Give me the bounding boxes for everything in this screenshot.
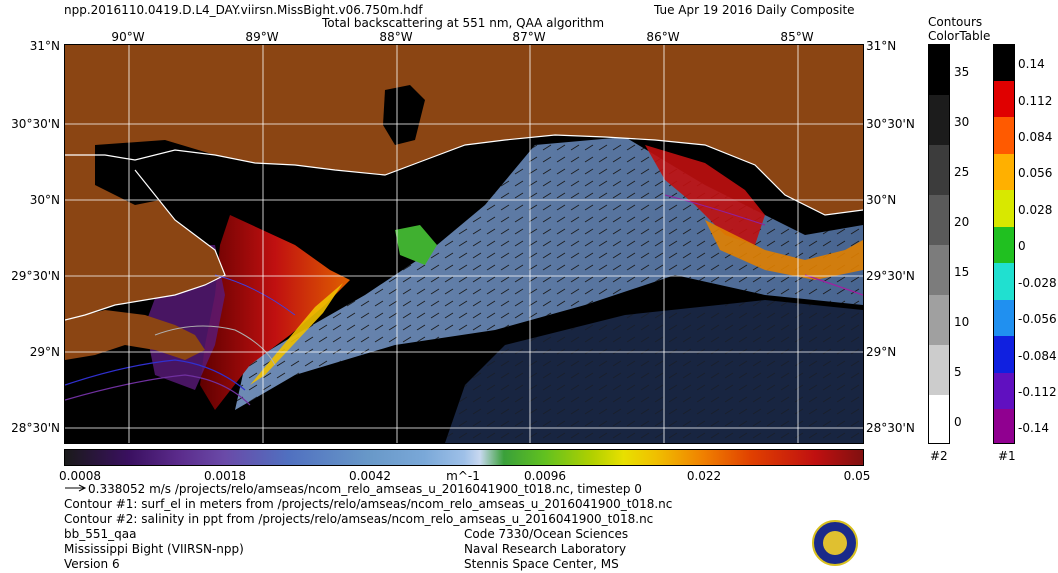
ssh-tick: 0.056 [1018,166,1053,180]
lon-label-top: 90°W [111,30,145,44]
contour-line [64,374,251,406]
lat-label-right: 30°30'N [866,117,915,131]
lat-label-right: 29°30'N [866,269,915,283]
salinity-tick: 35 [954,65,970,79]
mobile-bay-offshore-patch [395,225,437,265]
salinity-tick: 30 [954,115,970,129]
satellite-map[interactable] [64,44,864,444]
ssh-tick: 0.028 [1018,203,1053,217]
region-name: Mississippi Bight (VIIRSN-npp) [64,542,244,556]
lat-label-left: 29°30'N [11,269,60,283]
ssh-tick: -0.028 [1018,276,1057,290]
colorbar-unit: m^-1 [446,469,480,483]
ssh-tick: -0.056 [1018,312,1057,326]
ssh-tick: 0.112 [1018,94,1053,108]
ssh-tick: -0.14 [1018,421,1050,435]
lat-label-right: 30°N [866,193,897,207]
colorbar-tick: 0.0018 [204,469,246,483]
salinity-tick: 15 [954,265,970,279]
coastline [65,134,864,216]
nrl-logo [812,520,858,566]
filename-title: npp.2016110.0419.D.L4_DAY.viirsn.MissBig… [64,3,423,17]
version-text: Version 6 [64,557,120,571]
lon-label-top: 88°W [379,30,413,44]
colorbar-tick: 0.0008 [59,469,101,483]
ssh-tick: 0.084 [1018,130,1053,144]
org-line-1: Code 7330/Ocean Sciences [464,527,629,541]
salinity-tick: 10 [954,315,970,329]
coastline-louisiana [64,169,226,321]
colorbar-tick: 0.05 [843,469,871,483]
lat-label-right: 29°N [866,345,897,359]
mississippi-plume [200,215,350,410]
lon-label-top: 85°W [780,30,814,44]
lat-label-left: 28°30'N [11,421,60,435]
contour-line [64,359,246,391]
lat-label-right: 28°30'N [866,421,915,435]
mobile-bay [383,85,425,145]
coastal-high-apalachicola [705,220,863,280]
coastal-high-east [645,145,765,245]
salinity-tick: 5 [954,365,962,379]
ssh-tick: 0 [1018,239,1026,253]
contour2-text: Contour #2: salinity in ppt from /projec… [64,512,654,526]
ssh-tick: -0.084 [1018,349,1057,363]
colorbar-tick: 0.022 [686,469,722,483]
contour1-text: Contour #1: surf_el in meters from /proj… [64,497,673,511]
salinity-tick: 0 [954,415,962,429]
lon-label-top: 89°W [245,30,279,44]
date-title: Tue Apr 19 2016 Daily Composite [654,3,855,17]
contours-title: Contours [928,15,983,29]
contour-line [804,274,864,296]
contour-line [214,274,296,316]
ssh-tick: -0.112 [1018,385,1057,399]
vector-scale-arrow-icon [65,484,87,492]
ssh-colorbar [993,44,1015,444]
salinity-colorbar [928,44,950,444]
land-delta-west [65,310,205,360]
vector-scale-text: 0.338052 m/s /projects/relo/amseas/ncom_… [88,482,642,496]
lon-label-top: 86°W [646,30,680,44]
lon-label-top: 87°W [512,30,546,44]
lat-label-left: 31°N [29,39,60,53]
colorbar-tick: 0.0042 [349,469,391,483]
plume-edge-high [250,283,343,385]
product-code: bb_551_qaa [64,527,137,541]
lake-pontchartrain [95,140,215,205]
lat-label-left: 30°30'N [11,117,60,131]
offshore-vectors [445,300,863,443]
colortable-title: ColorTable [928,29,991,43]
ssh-tick: 0.14 [1018,57,1045,71]
graticule [65,45,863,443]
lat-label-right: 31°N [866,39,897,53]
salinity-tick: 25 [954,165,970,179]
colorbar-tick: 0.0096 [524,469,566,483]
org-line-2: Naval Research Laboratory [464,542,627,556]
contour-line [664,194,766,226]
land-north [65,45,863,215]
org-line-3: Stennis Space Center, MS [464,557,619,571]
map-canvas [64,45,864,443]
salinity-colorbar-id: #2 [930,449,948,463]
lat-label-left: 29°N [29,345,60,359]
product-title: Total backscattering at 551 nm, QAA algo… [322,16,605,30]
ssh-colorbar-id: #1 [998,449,1016,463]
land-louisiana [65,155,225,320]
salinity-tick: 20 [954,215,970,229]
backscatter-colorbar [64,449,864,466]
lat-label-left: 30°N [29,193,60,207]
